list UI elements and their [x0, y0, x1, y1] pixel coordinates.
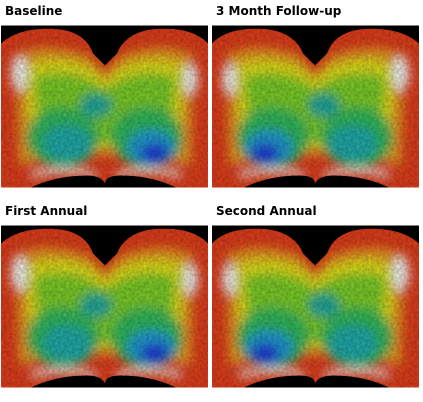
- panel-label: First Annual: [5, 204, 88, 218]
- thermal-panel: Baseline: [1, 3, 209, 188]
- panel-label: 3 Month Follow-up: [216, 4, 342, 18]
- thermal-panel: 3 Month Follow-up: [212, 3, 420, 188]
- panel-label: Second Annual: [216, 204, 317, 218]
- thermal-image: [212, 25, 419, 188]
- thermal-image: [1, 25, 208, 188]
- thermal-panel: First Annual: [1, 203, 209, 388]
- panel-label: Baseline: [5, 4, 63, 18]
- thermal-image: [1, 225, 208, 388]
- thermal-panel: Second Annual: [212, 203, 420, 388]
- thermal-image: [212, 225, 419, 388]
